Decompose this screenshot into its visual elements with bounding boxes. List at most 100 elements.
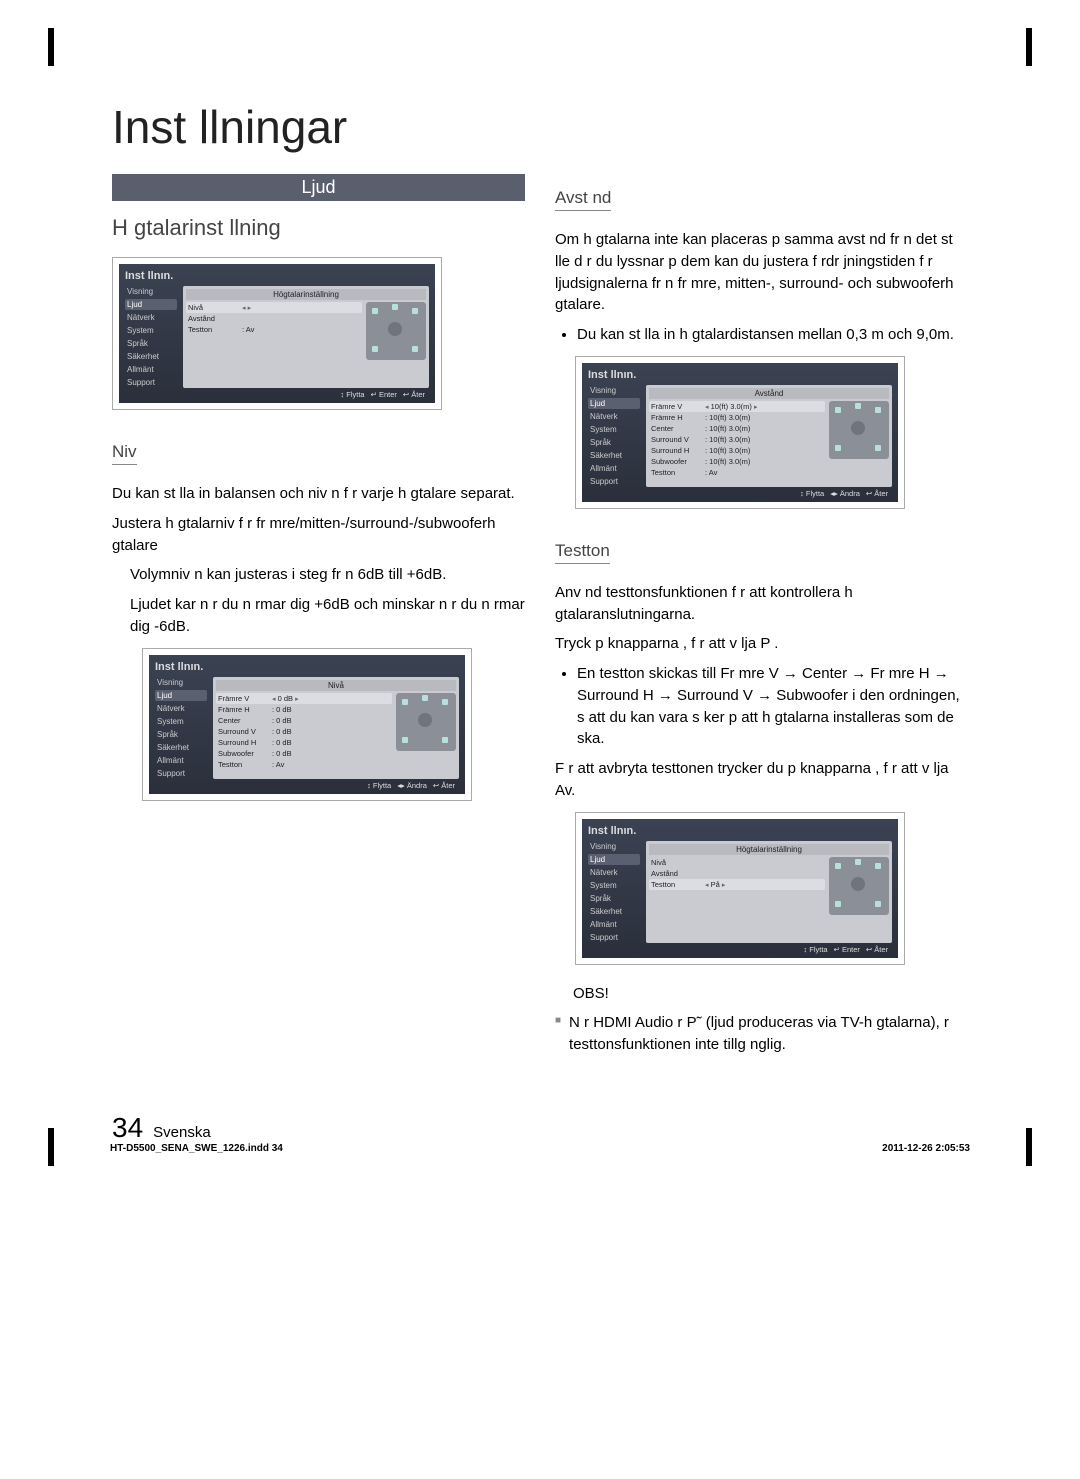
doc-timestamp: 2011-12-26 2:05:53 [882, 1143, 970, 1154]
ui-option-row[interactable]: Subwoofer: 10(ft) 3.0(m) [649, 456, 825, 467]
right-column: Avst nd Om h gtalarna inte kan placeras … [555, 174, 968, 1062]
testton-text-2: Tryck p knapparna , f r att v lja P . [555, 633, 968, 655]
ui-sidebar-item[interactable]: Säkerhet [588, 906, 640, 917]
ui-sidebar-item[interactable]: Säkerhet [155, 742, 207, 753]
ui-sidebar-item[interactable]: System [588, 424, 640, 435]
ui-hint: ◂▸ Ändra [830, 489, 860, 498]
ui-sidebar-item[interactable]: Ljud [588, 398, 640, 409]
ui-sidebar-item[interactable]: Support [588, 932, 640, 943]
ui-speaker-layout-icon [829, 401, 889, 459]
ui-sidebar-item[interactable]: Ljud [588, 854, 640, 865]
ui-screenshot-3: Inst llnın. Visning Ljud Nätverk System Språk… [575, 356, 905, 509]
ui-hint: ↕ Flytta [367, 781, 391, 790]
ui-option-row[interactable]: Avstånd [186, 313, 362, 324]
page-title: Inst llningar [112, 100, 1020, 154]
ui-panel-title: Högtalarinställning [186, 289, 426, 300]
ui-option-row[interactable]: Surround V: 0 dB [216, 726, 392, 737]
ui-sidebar-item[interactable]: Språk [125, 338, 177, 349]
ui-sidebar-item[interactable]: Ljud [155, 690, 207, 701]
ui-sidebar-item[interactable]: Allmänt [155, 755, 207, 766]
ui-option-value: ◂ ▸ [242, 303, 360, 312]
ui-sidebar-item[interactable]: Språk [588, 893, 640, 904]
page-language: Svenska [153, 1124, 211, 1141]
testton-bullet-1: En testton skickas till Fr mre V → Cente… [577, 663, 968, 750]
ui-option-label: Främre V [651, 402, 701, 411]
ui-sidebar-item[interactable]: Visning [155, 677, 207, 688]
ui-option-row[interactable]: Avstånd [649, 868, 825, 879]
avstand-heading: Avst nd [555, 188, 611, 211]
ui-hint: ↕ Flytta [340, 390, 364, 399]
doc-filename: HT-D5500_SENA_SWE_1226.indd 34 [110, 1143, 283, 1154]
ui-option-label: Avstånd [651, 869, 701, 878]
ui-option-label: Center [651, 424, 701, 433]
ui-sidebar-item[interactable]: Språk [588, 437, 640, 448]
ui-option-value: : 0 dB [272, 738, 390, 747]
ui-option-row[interactable]: Testton: Av [649, 467, 825, 478]
ui-option-value: ◂ På ▸ [705, 880, 823, 889]
ui-option-row[interactable]: Testton: Av [186, 324, 362, 335]
ui-window-title: Inst llnın. [588, 369, 892, 381]
ui-option-label: Testton [218, 760, 268, 769]
ui-sidebar-item[interactable]: Nätverk [588, 411, 640, 422]
ui-sidebar-item[interactable]: Nätverk [155, 703, 207, 714]
ui-screenshot-1: Inst llnın. Visning Ljud Nätverk System Språk… [112, 257, 442, 410]
ui-sidebar-item[interactable]: System [588, 880, 640, 891]
ui-sidebar-item[interactable]: Allmänt [125, 364, 177, 375]
ui-sidebar-item[interactable]: Allmänt [588, 919, 640, 930]
ljud-header: Ljud [112, 174, 525, 201]
ui-sidebar-item[interactable]: Visning [588, 385, 640, 396]
ui-option-row[interactable]: Främre H: 10(ft) 3.0(m) [649, 412, 825, 423]
ui-sidebar-item[interactable]: Nätverk [125, 312, 177, 323]
ui-sidebar-item[interactable]: Visning [588, 841, 640, 852]
ui-hint: ↵ Enter [371, 390, 397, 399]
ui-option-row[interactable]: Testton: Av [216, 759, 392, 770]
ui-sidebar-item[interactable]: Säkerhet [125, 351, 177, 362]
ui-sidebar-item[interactable]: Språk [155, 729, 207, 740]
obs-text: N r HDMI Audio r P˜ (ljud produceras via… [569, 1012, 968, 1056]
ui-option-row[interactable]: Subwoofer: 0 dB [216, 748, 392, 759]
ui-option-row[interactable]: Nivå◂ ▸ [186, 302, 362, 313]
ui-window-title: Inst llnın. [125, 270, 429, 282]
ui-footer-hints: ↕ Flytta◂▸ Ändra↩ Åter [588, 487, 892, 500]
ui-option-value: : 0 dB [272, 716, 390, 725]
ui-option-label: Subwoofer [651, 457, 701, 466]
ui-sidebar-item[interactable]: Allmänt [588, 463, 640, 474]
ui-option-row[interactable]: Surround H: 10(ft) 3.0(m) [649, 445, 825, 456]
ui-option-label: Center [218, 716, 268, 725]
ui-option-row[interactable]: Center : 0 dB [216, 715, 392, 726]
ui-sidebar-item[interactable]: Support [125, 377, 177, 388]
ui-option-row[interactable]: Testton ◂ På ▸ [649, 879, 825, 890]
ui-option-label: Främre V [218, 694, 268, 703]
ui-window-title: Inst llnın. [155, 661, 459, 673]
ui-option-label: Nivå [651, 858, 701, 867]
niva-heading: Niv [112, 442, 137, 465]
ui-option-row[interactable]: Surround V: 10(ft) 3.0(m) [649, 434, 825, 445]
page-number: 34 [112, 1112, 143, 1144]
ui-option-row[interactable]: Främre H: 0 dB [216, 704, 392, 715]
ui-option-label: Surround H [651, 446, 701, 455]
obs-note: ■ N r HDMI Audio r P˜ (ljud produceras v… [555, 1012, 968, 1056]
ui-sidebar-item[interactable]: Support [588, 476, 640, 487]
ui-option-label: Surround H [218, 738, 268, 747]
ui-option-value: : 0 dB [272, 727, 390, 736]
ui-option-value: ◂ 0 dB ▸ [272, 694, 390, 703]
ui-sidebar-item[interactable]: Nätverk [588, 867, 640, 878]
ui-panel-title: Nivå [216, 680, 456, 691]
ui-sidebar-item[interactable]: System [125, 325, 177, 336]
ui-sidebar-item[interactable]: Ljud [125, 299, 177, 310]
ui-sidebar-item[interactable]: Support [155, 768, 207, 779]
ui-sidebar-item[interactable]: Säkerhet [588, 450, 640, 461]
ui-option-row[interactable]: Surround H : 0 dB [216, 737, 392, 748]
ui-option-label: Testton [651, 880, 701, 889]
ui-option-row[interactable]: Nivå [649, 857, 825, 868]
ui-sidebar-item[interactable]: Visning [125, 286, 177, 297]
ui-sidebar-item[interactable]: System [155, 716, 207, 727]
ui-footer-hints: ↕ Flytta↵ Enter↩ Åter [588, 943, 892, 956]
ui-option-row[interactable]: Främre V◂ 10(ft) 3.0(m) ▸ [649, 401, 825, 412]
ui-option-label: Testton [188, 325, 238, 334]
ui-option-value [705, 858, 823, 867]
ui-option-row[interactable]: Center: 10(ft) 3.0(m) [649, 423, 825, 434]
ui-option-row[interactable]: Främre V ◂ 0 dB ▸ [216, 693, 392, 704]
avstand-bullet-1: Du kan st lla in h gtalardistansen mella… [577, 324, 968, 346]
avstand-text-1: Om h gtalarna inte kan placeras p samma … [555, 229, 968, 316]
